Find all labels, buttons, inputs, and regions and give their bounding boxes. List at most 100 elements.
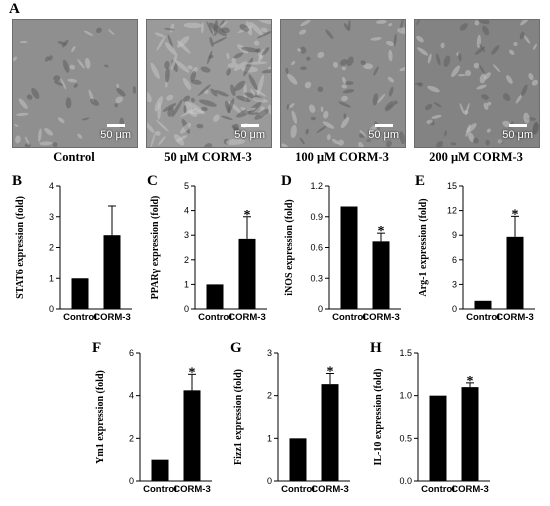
cell	[190, 70, 197, 82]
cell	[342, 76, 347, 85]
panel-letter: F	[92, 340, 101, 356]
cell	[147, 121, 155, 134]
cell	[83, 30, 94, 36]
cell	[425, 103, 433, 111]
cell	[343, 113, 347, 120]
cell	[387, 76, 395, 83]
cell	[13, 56, 18, 62]
y-tick-label: 1.0	[399, 391, 412, 401]
cell	[155, 130, 161, 136]
cell	[158, 136, 166, 146]
cell	[150, 62, 160, 79]
cell	[345, 81, 354, 85]
x-category-label: CORM-3	[93, 312, 130, 323]
significance-marker: *	[467, 374, 474, 389]
bar-chart-arg1: E Arg-1 expression (fold) 0 3 6 9 12 15 Control *…	[415, 173, 535, 323]
cell	[426, 119, 433, 124]
cell	[167, 34, 174, 49]
cell	[326, 134, 331, 141]
bar-control	[71, 278, 89, 309]
x-category-label: CORM-3	[362, 312, 399, 323]
cell	[187, 65, 193, 70]
bar-corm-3	[461, 387, 479, 481]
cell	[233, 61, 248, 71]
cell	[486, 128, 491, 133]
scale-bar-label: 50 μm	[368, 129, 399, 141]
cell	[243, 80, 247, 102]
y-tick-label: 4	[184, 206, 189, 216]
cell	[114, 103, 118, 108]
cell	[226, 68, 232, 76]
cell	[44, 56, 49, 62]
cell	[171, 53, 178, 71]
cell	[305, 128, 309, 135]
cell	[322, 121, 335, 129]
cell	[69, 64, 76, 70]
cell	[435, 53, 441, 66]
cell	[481, 94, 489, 100]
cell	[478, 64, 485, 74]
x-category-label: Control	[198, 312, 232, 323]
y-tick-label: 0.0	[399, 476, 412, 486]
cell	[258, 53, 263, 60]
cell	[236, 95, 251, 103]
y-axis-label: PPARγ expression (fold)	[150, 196, 161, 300]
scale-bar-line	[240, 124, 259, 127]
cell	[15, 135, 21, 144]
cell	[234, 80, 246, 91]
cell	[116, 83, 119, 88]
cell	[24, 136, 30, 146]
x-category-label: Control	[421, 484, 455, 495]
cell	[44, 127, 54, 136]
cell	[252, 97, 268, 103]
cell	[300, 20, 311, 27]
cell	[346, 56, 354, 67]
cell	[440, 42, 445, 49]
scale-bar: 50 μm	[100, 124, 131, 141]
cell	[359, 129, 367, 138]
y-tick-label: 6	[129, 348, 134, 358]
bar-chart-il10: H IL-10 expression (fold) 0.0 0.5 1.0 1.5 Cont…	[370, 340, 490, 495]
x-category-label: CORM-3	[451, 484, 488, 495]
scale-bar-label: 50 μm	[502, 129, 533, 141]
cell	[253, 40, 260, 46]
y-tick-label: 0	[318, 304, 323, 314]
cell	[261, 47, 270, 56]
cell	[316, 125, 327, 133]
y-tick-label: 15	[447, 181, 457, 191]
micrograph-200um: 50 μm	[414, 19, 540, 148]
micrograph-label: 200 μM CORM-3	[429, 150, 523, 164]
cell	[523, 112, 530, 124]
cell	[339, 59, 348, 66]
cell	[132, 85, 137, 94]
micrograph-50um: 50 μm	[146, 19, 272, 148]
scale-bar-line	[374, 124, 393, 127]
cell	[47, 55, 53, 61]
scale-bar-label: 50 μm	[234, 129, 265, 141]
x-category-label: Control	[143, 484, 177, 495]
cell	[459, 23, 468, 31]
cell	[14, 124, 19, 127]
cell	[61, 39, 69, 48]
cell	[164, 60, 170, 69]
cell	[427, 53, 432, 64]
cell	[231, 57, 236, 64]
cell	[256, 20, 271, 24]
cell	[73, 83, 78, 88]
cell	[459, 103, 465, 114]
cell	[120, 134, 126, 139]
cell	[210, 88, 218, 97]
cell	[200, 106, 208, 112]
cell	[385, 140, 392, 147]
cell	[484, 72, 491, 80]
cell	[163, 28, 175, 31]
cell	[154, 32, 165, 38]
cell	[173, 134, 184, 146]
cell	[77, 133, 83, 139]
y-tick-label: 1	[267, 433, 272, 443]
cell	[514, 132, 522, 138]
cell	[444, 130, 447, 137]
cell	[81, 117, 90, 121]
bar-chart-ym1: F Ym1 expression (fold) 0 2 4 6 Control * CORM-3	[92, 340, 212, 495]
cell	[358, 141, 364, 147]
